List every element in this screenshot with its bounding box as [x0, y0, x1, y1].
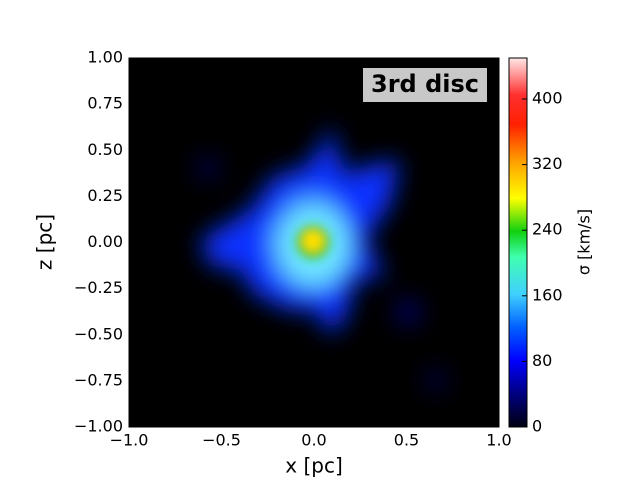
- x-axis-label: x [pc]: [285, 454, 343, 478]
- colorbar-label: σ [km/s]: [575, 209, 594, 275]
- heatmap-image: [129, 58, 499, 427]
- colorbar-tick-label: 160: [532, 285, 563, 304]
- colorbar-tick-label: 0: [532, 417, 542, 436]
- y-tick-label: −0.25: [74, 278, 123, 297]
- y-tick-label: −1.00: [74, 417, 123, 436]
- colorbar: [508, 57, 528, 428]
- y-tick-label: 0.75: [87, 94, 123, 113]
- x-tick-label: −1.0: [110, 431, 149, 450]
- y-axis-label: z [pc]: [33, 214, 57, 270]
- colorbar-tick-label: 400: [532, 89, 563, 108]
- x-tick-label: −0.5: [202, 431, 241, 450]
- y-tick-label: −0.75: [74, 370, 123, 389]
- colorbar-tick-label: 320: [532, 154, 563, 173]
- y-tick-label: 0.25: [87, 186, 123, 205]
- x-tick-label: 0.0: [301, 431, 326, 450]
- y-tick-label: 0.00: [87, 232, 123, 251]
- y-tick-label: 1.00: [87, 48, 123, 67]
- annotation: 3rd disc: [371, 70, 479, 98]
- x-tick-label: 1.0: [486, 431, 511, 450]
- annotation-box: [363, 68, 487, 102]
- colorbar-tick-label: 240: [532, 220, 563, 239]
- colorbar-tick-label: 80: [532, 351, 552, 370]
- x-tick-label: 0.5: [394, 431, 419, 450]
- y-tick-label: 0.50: [87, 140, 123, 159]
- y-tick-label: −0.50: [74, 324, 123, 343]
